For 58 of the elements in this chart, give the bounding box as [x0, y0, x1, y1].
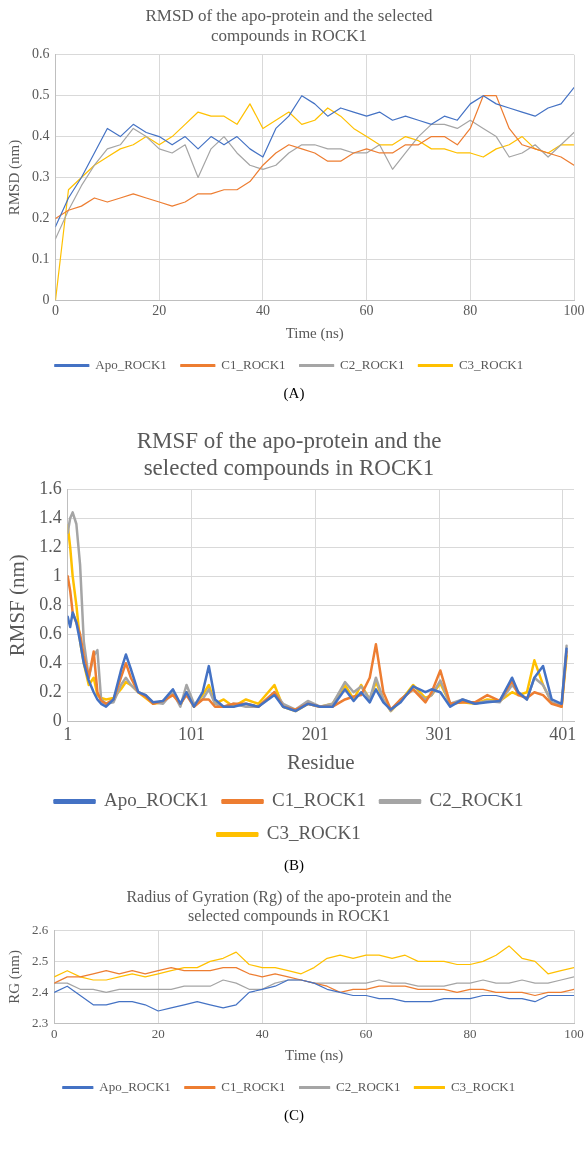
x-axis-title: Time (ns): [285, 1046, 344, 1064]
y-axis-title: RMSF (nm): [5, 554, 30, 657]
legend-label: Apo_ROCK1: [104, 789, 209, 811]
legend-label: Apo_ROCK1: [95, 356, 167, 372]
y-tick-label: 1.4: [39, 506, 62, 527]
x-tick-label: 20: [152, 303, 167, 319]
y-tick-label: 2.4: [32, 983, 49, 999]
x-tick-label: 40: [255, 1025, 269, 1041]
text: (A): [282, 384, 306, 403]
legend-label: C2_ROCK1: [340, 356, 405, 372]
x-tick-label: 100: [564, 1025, 584, 1041]
legend-label: C2_ROCK1: [336, 1078, 401, 1094]
x-tick-label: 80: [463, 1025, 477, 1041]
y-axis-title: RG (nm): [5, 950, 23, 1004]
x-tick-label: 201: [301, 723, 329, 744]
x-tick-label: 40: [255, 303, 270, 319]
x-axis-title: Time (ns): [285, 324, 344, 342]
y-tick-label: 0.5: [32, 87, 50, 103]
y-tick-label: 0: [42, 291, 50, 307]
legend-label: C1_ROCK1: [221, 356, 286, 372]
y-tick-label: 1: [52, 564, 62, 585]
y-tick-label: 0.1: [32, 250, 50, 266]
chart-title: Radius of Gyration (Rg) of the apo-protein and the selected compounds in ROCK1: [126, 887, 452, 925]
y-axis-title: RMSD (nm): [5, 139, 23, 216]
x-tick-label: 401: [549, 723, 577, 744]
text: (B): [283, 856, 305, 875]
x-axis-title: Residue: [287, 749, 355, 774]
y-tick-label: 0.6: [39, 622, 62, 643]
x-tick-label: 301: [425, 723, 453, 744]
y-tick-label: 1.2: [39, 535, 62, 556]
y-tick-label: 0.4: [32, 128, 50, 144]
x-tick-label: 20: [151, 1025, 165, 1041]
x-tick-label: 100: [563, 303, 585, 319]
y-tick-label: 0.2: [32, 210, 50, 226]
y-tick-label: 0.4: [39, 651, 62, 672]
y-tick-label: 1.6: [39, 477, 62, 498]
text: (C): [283, 1106, 305, 1125]
legend-label: C3_ROCK1: [266, 822, 361, 844]
chart-title: RMSF of the apo-protein and the selected compounds in ROCK1: [136, 427, 442, 481]
legend-label: Apo_ROCK1: [99, 1078, 171, 1094]
legend-label: C3_ROCK1: [458, 356, 524, 372]
y-tick-label: 0.8: [39, 593, 62, 614]
x-tick-label: 60: [359, 303, 374, 319]
y-tick-label: 0.6: [32, 46, 50, 62]
x-tick-label: 60: [359, 1025, 373, 1041]
y-tick-label: 2.5: [32, 952, 49, 968]
legend-label: C1_ROCK1: [272, 789, 367, 811]
y-tick-label: 2.3: [32, 1014, 49, 1030]
legend-label: C1_ROCK1: [221, 1078, 286, 1094]
y-tick-label: 2.6: [32, 921, 49, 937]
y-tick-label: 0.3: [32, 169, 50, 185]
legend-label: C2_ROCK1: [429, 789, 524, 811]
x-tick-label: 80: [463, 303, 478, 319]
x-tick-label: 101: [177, 723, 205, 744]
legend-label: C3_ROCK1: [450, 1078, 516, 1094]
y-tick-label: 0.2: [39, 680, 62, 701]
y-tick-label: 0: [52, 709, 62, 730]
chart-title: RMSD of the apo-protein and the selected compounds in ROCK1: [145, 5, 434, 46]
